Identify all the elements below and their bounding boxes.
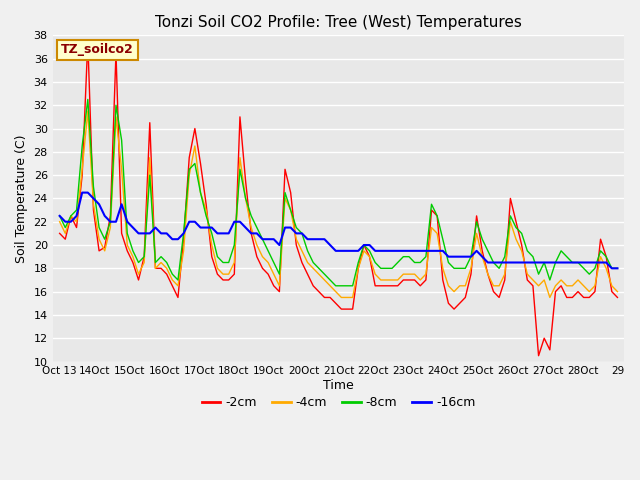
-16cm [614,265,621,271]
-8cm [168,271,176,277]
Title: Tonzi Soil CO2 Profile: Tree (West) Temperatures: Tonzi Soil CO2 Profile: Tree (West) Temp… [155,15,522,30]
-2cm [580,295,588,300]
-16cm [56,213,63,219]
-16cm [168,236,176,242]
-4cm [56,219,63,225]
Line: -8cm: -8cm [60,99,618,286]
-8cm [56,213,63,219]
-2cm [168,283,176,288]
-4cm [337,295,345,300]
-16cm [349,248,356,254]
-2cm [349,306,356,312]
-4cm [191,143,198,149]
-4cm [168,277,176,283]
-8cm [596,248,604,254]
X-axis label: Time: Time [323,379,354,392]
-8cm [614,265,621,271]
-2cm [614,295,621,300]
-16cm [574,260,582,265]
-4cm [596,254,604,260]
-2cm [191,126,198,132]
-4cm [355,265,362,271]
-4cm [580,283,588,288]
-4cm [84,108,92,114]
-2cm [394,283,401,288]
-16cm [78,190,86,195]
Legend: -2cm, -4cm, -8cm, -16cm: -2cm, -4cm, -8cm, -16cm [196,391,481,414]
-16cm [191,219,198,225]
-2cm [596,236,604,242]
-8cm [399,254,407,260]
-16cm [591,260,599,265]
-2cm [56,230,63,236]
Y-axis label: Soil Temperature (C): Soil Temperature (C) [15,134,28,263]
-4cm [399,271,407,277]
-2cm [84,38,92,44]
Line: -16cm: -16cm [60,192,618,268]
-4cm [614,289,621,295]
-8cm [580,265,588,271]
-8cm [191,161,198,167]
Line: -4cm: -4cm [60,111,618,298]
Text: TZ_soilco2: TZ_soilco2 [61,43,134,56]
Line: -2cm: -2cm [60,41,618,356]
-2cm [535,353,543,359]
-8cm [355,260,362,265]
-8cm [84,96,92,102]
-16cm [608,265,616,271]
-16cm [394,248,401,254]
-8cm [332,283,340,288]
